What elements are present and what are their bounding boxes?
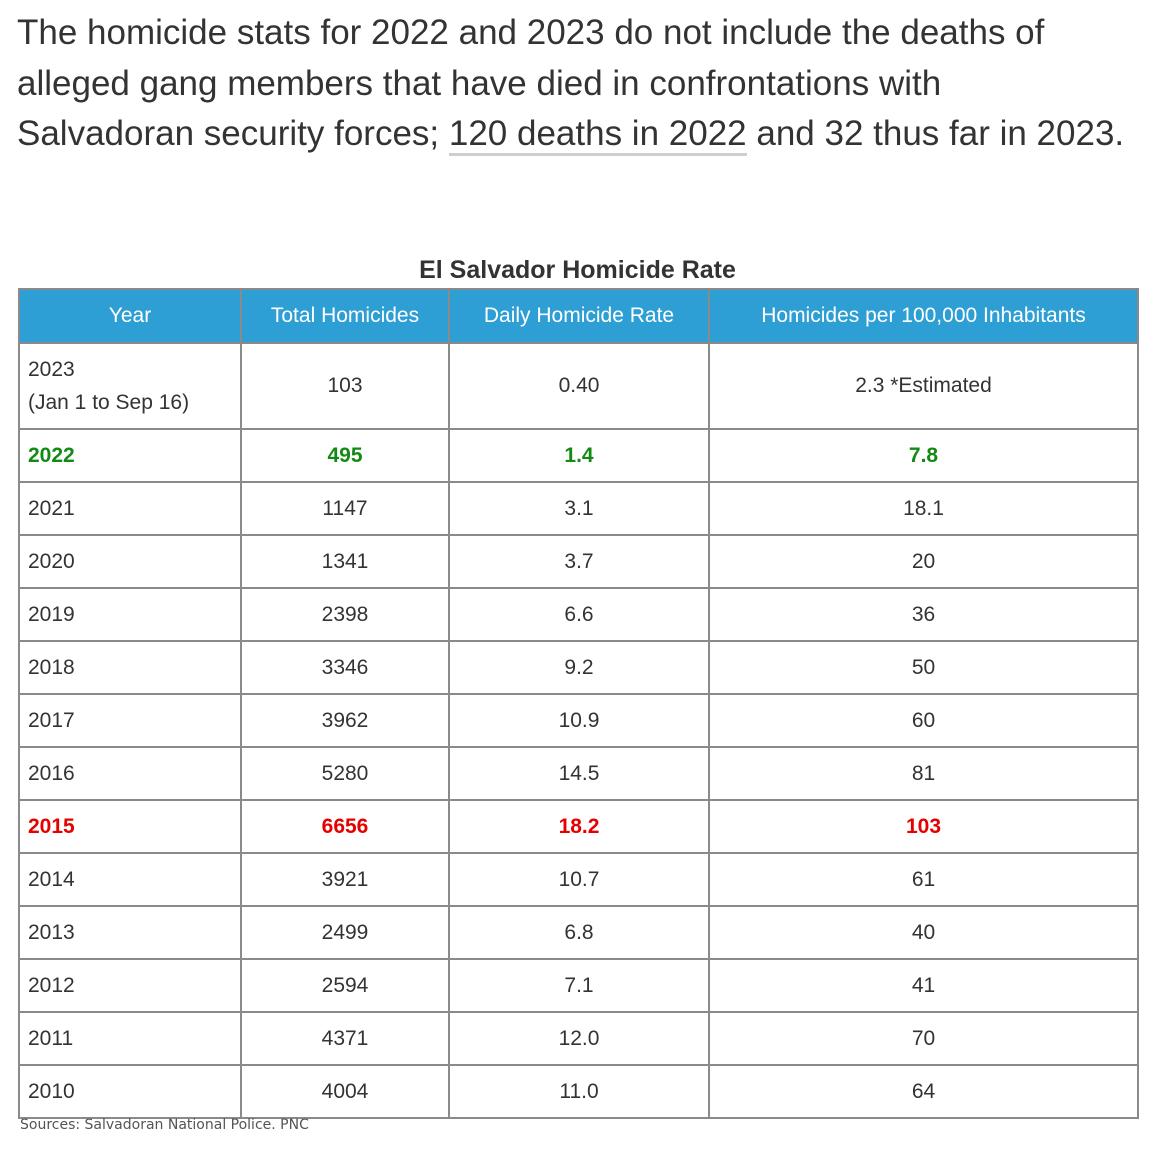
table-row: 2022 495 1.4 7.8	[18, 428, 1139, 483]
cell-total-homicides: 3921	[240, 852, 450, 907]
cell-daily-rate: 0.40	[448, 342, 710, 430]
table-row: 2011 4371 12.0 70	[18, 1011, 1139, 1066]
table-row: 2015 6656 18.2 103	[18, 799, 1139, 854]
cell-per-100k: 50	[708, 640, 1139, 695]
source-note: Sources: Salvadoran National Police. PNC	[20, 1117, 309, 1133]
cell-per-100k: 40	[708, 905, 1139, 960]
cell-year-value: 2011	[28, 1026, 74, 1050]
cell-year: 2014	[18, 852, 242, 907]
header-total-homicides: Total Homicides	[240, 288, 450, 344]
cell-daily-rate: 11.0	[448, 1064, 710, 1119]
header-daily-homicide-rate: Daily Homicide Rate	[448, 288, 710, 344]
cell-year: 2013	[18, 905, 242, 960]
cell-year: 2011	[18, 1011, 242, 1066]
cell-total-homicides: 6656	[240, 799, 450, 854]
table-row: 2010 4004 11.0 64	[18, 1064, 1139, 1119]
cell-total-homicides: 1341	[240, 534, 450, 589]
cell-total-homicides: 3346	[240, 640, 450, 695]
table-row: 2017 3962 10.9 60	[18, 693, 1139, 748]
cell-daily-rate: 12.0	[448, 1011, 710, 1066]
intro-text-before: The homicide stats for 2022 and 2023 do …	[17, 13, 1045, 153]
cell-year-value: 2020	[28, 549, 75, 573]
cell-total-homicides: 1147	[240, 481, 450, 536]
cell-year-value: 2023	[28, 358, 75, 381]
cell-year-value: 2022	[28, 443, 75, 467]
cell-year: 2018	[18, 640, 242, 695]
cell-year-note: (Jan 1 to Sep 16)	[28, 391, 190, 414]
cell-year-value: 2013	[28, 920, 75, 944]
header-year: Year	[18, 288, 242, 344]
cell-year-value: 2021	[28, 496, 75, 520]
cell-daily-rate: 3.1	[448, 481, 710, 536]
cell-year: 2010	[18, 1064, 242, 1119]
cell-per-100k: 41	[708, 958, 1139, 1013]
cell-per-100k: 60	[708, 693, 1139, 748]
cell-total-homicides: 2499	[240, 905, 450, 960]
cell-year-value: 2017	[28, 708, 75, 732]
table-row: 2016 5280 14.5 81	[18, 746, 1139, 801]
cell-per-100k: 36	[708, 587, 1139, 642]
cell-per-100k: 70	[708, 1011, 1139, 1066]
cell-daily-rate: 9.2	[448, 640, 710, 695]
table-row: 2020 1341 3.7 20	[18, 534, 1139, 589]
cell-per-100k: 64	[708, 1064, 1139, 1119]
cell-per-100k: 2.3 *Estimated	[708, 342, 1139, 430]
cell-year-value: 2019	[28, 602, 75, 626]
cell-total-homicides: 4371	[240, 1011, 450, 1066]
cell-year-value: 2016	[28, 761, 75, 785]
cell-daily-rate: 18.2	[448, 799, 710, 854]
cell-year: 2016	[18, 746, 242, 801]
cell-year: 2023 (Jan 1 to Sep 16)	[18, 342, 242, 430]
cell-daily-rate: 7.1	[448, 958, 710, 1013]
cell-daily-rate: 6.6	[448, 587, 710, 642]
cell-total-homicides: 4004	[240, 1064, 450, 1119]
cell-daily-rate: 14.5	[448, 746, 710, 801]
intro-paragraph: The homicide stats for 2022 and 2023 do …	[17, 8, 1127, 160]
table-row: 2012 2594 7.1 41	[18, 958, 1139, 1013]
cell-per-100k: 20	[708, 534, 1139, 589]
cell-year-value: 2015	[28, 814, 75, 838]
cell-total-homicides: 3962	[240, 693, 450, 748]
cell-per-100k: 61	[708, 852, 1139, 907]
table-row: 2019 2398 6.6 36	[18, 587, 1139, 642]
cell-year: 2022	[18, 428, 242, 483]
cell-per-100k: 18.1	[708, 481, 1139, 536]
table-title: El Salvador Homicide Rate	[419, 256, 736, 284]
table-header-row: Year Total Homicides Daily Homicide Rate…	[18, 288, 1139, 344]
cell-daily-rate: 10.9	[448, 693, 710, 748]
cell-total-homicides: 2594	[240, 958, 450, 1013]
cell-total-homicides: 103	[240, 342, 450, 430]
cell-year: 2021	[18, 481, 242, 536]
table-row: 2013 2499 6.8 40	[18, 905, 1139, 960]
cell-year: 2017	[18, 693, 242, 748]
cell-total-homicides: 2398	[240, 587, 450, 642]
cell-year: 2012	[18, 958, 242, 1013]
cell-year: 2015	[18, 799, 242, 854]
cell-daily-rate: 6.8	[448, 905, 710, 960]
cell-year-value: 2018	[28, 655, 75, 679]
cell-per-100k: 103	[708, 799, 1139, 854]
table-row: 2014 3921 10.7 61	[18, 852, 1139, 907]
cell-per-100k: 81	[708, 746, 1139, 801]
deaths-2022-link[interactable]: 120 deaths in 2022	[448, 114, 747, 156]
cell-year: 2019	[18, 587, 242, 642]
table-row: 2021 1147 3.1 18.1	[18, 481, 1139, 536]
cell-daily-rate: 1.4	[448, 428, 710, 483]
cell-total-homicides: 5280	[240, 746, 450, 801]
header-homicides-per-100k: Homicides per 100,000 Inhabitants	[708, 288, 1139, 344]
cell-year-value: 2012	[28, 973, 75, 997]
cell-daily-rate: 3.7	[448, 534, 710, 589]
cell-per-100k: 7.8	[708, 428, 1139, 483]
cell-year-value: 2010	[28, 1079, 75, 1103]
cell-daily-rate: 10.7	[448, 852, 710, 907]
homicide-rate-table: Year Total Homicides Daily Homicide Rate…	[18, 288, 1139, 1119]
intro-text-after: and 32 thus far in 2023.	[746, 114, 1125, 153]
table-body: 2023 (Jan 1 to Sep 16) 103 0.40 2.3 *Estimat…	[18, 342, 1139, 1119]
cell-year-value: 2014	[28, 867, 75, 891]
cell-year: 2020	[18, 534, 242, 589]
table-row: 2018 3346 9.2 50	[18, 640, 1139, 695]
table-row: 2023 (Jan 1 to Sep 16) 103 0.40 2.3 *Estimat…	[18, 342, 1139, 430]
cell-total-homicides: 495	[240, 428, 450, 483]
